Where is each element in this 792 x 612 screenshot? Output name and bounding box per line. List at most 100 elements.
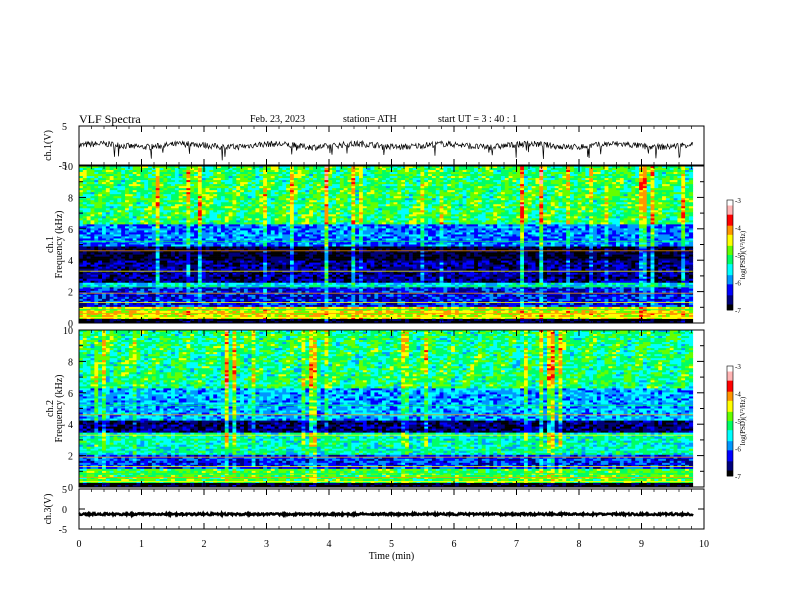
spectrogram-cell <box>681 224 686 227</box>
spectrogram-cell <box>600 196 605 199</box>
spectrogram-cell <box>573 186 579 189</box>
spectrogram-cell <box>194 190 199 193</box>
spectrogram-cell <box>289 208 295 211</box>
spectrogram-cell <box>531 196 536 199</box>
spectrogram-cell <box>447 222 452 225</box>
spectrogram-cell <box>320 188 325 191</box>
spectrogram-cell <box>236 182 241 185</box>
spectrogram-cell <box>573 198 579 201</box>
spectrogram-cell <box>546 186 552 189</box>
spectrogram-cell <box>673 200 678 203</box>
spectrogram-cell <box>585 172 590 175</box>
spectrogram-cell <box>585 184 590 187</box>
spectrogram-cell <box>685 168 690 171</box>
spectrogram-cell <box>259 184 264 187</box>
spectrogram-cell <box>550 204 556 207</box>
spectrogram-cell <box>420 218 425 221</box>
spectrogram-cell <box>401 200 406 203</box>
spectrogram-cell <box>366 178 371 181</box>
spectrogram-cell <box>562 190 567 193</box>
spectrogram-cell <box>566 168 571 171</box>
spectrogram-cell <box>581 200 586 203</box>
spectrogram-cell <box>401 166 406 169</box>
spectrogram-cell <box>236 172 241 175</box>
spectrogram-cell <box>508 182 513 185</box>
spectrogram-cell <box>673 166 678 169</box>
spectrogram-cell <box>324 226 329 229</box>
spectrogram-cell <box>224 222 229 225</box>
spectrogram-cell <box>328 186 333 189</box>
spectrogram-cell <box>186 196 191 199</box>
spectrogram-cell <box>639 196 644 199</box>
spectrogram-cell <box>489 222 494 225</box>
spectrogram-cell <box>416 166 421 169</box>
spectrogram-cell <box>677 180 682 183</box>
spectrogram-cell <box>639 192 644 195</box>
spectrogram-cell <box>178 206 183 209</box>
spectrogram-cell <box>328 184 333 187</box>
spectrogram-cell <box>673 174 678 177</box>
spectrogram-cell <box>347 208 352 211</box>
spectrogram-cell <box>270 182 275 185</box>
spectrogram-cell <box>282 186 287 189</box>
spectrogram-cell <box>309 222 314 225</box>
spectrogram-cell <box>543 186 548 189</box>
spectrogram-cell <box>477 216 483 219</box>
spectrogram-cell <box>585 194 590 197</box>
spectrogram-cell <box>639 208 644 211</box>
spectrogram-cell <box>332 204 337 207</box>
spectrogram-cell <box>493 188 498 191</box>
spectrogram-cell <box>266 200 272 203</box>
spectrogram-cell <box>232 182 237 185</box>
spectrogram-cell <box>374 180 379 183</box>
spectrogram-cell <box>631 210 636 213</box>
spectrogram-cell <box>132 186 137 189</box>
spectrogram-cell <box>366 194 371 197</box>
spectrogram-cell <box>82 226 88 229</box>
spectrogram-cell <box>389 210 394 213</box>
spectrogram-cell <box>639 224 644 227</box>
spectrogram-cell <box>297 208 302 211</box>
spectrogram-cell <box>297 174 302 177</box>
spectrogram-cell <box>293 190 298 193</box>
spectrogram-cell <box>190 180 195 183</box>
spectrogram-cell <box>171 190 176 193</box>
spectrogram-cell <box>305 188 310 191</box>
spectrogram-cell <box>408 174 414 177</box>
spectrogram-cell <box>539 184 544 187</box>
spectrogram-cell <box>220 172 226 175</box>
spectrogram-cell <box>508 222 513 225</box>
spectrogram-cell <box>635 212 640 215</box>
spectrogram-cell <box>351 220 356 223</box>
spectrogram-cell <box>589 182 594 185</box>
spectrogram-cell <box>236 186 241 189</box>
spectrogram-cell <box>320 214 325 217</box>
spectrogram-cell <box>293 222 298 225</box>
spectrogram-cell <box>662 204 667 207</box>
spectrogram-cell <box>132 198 137 201</box>
spectrogram-cell <box>217 166 222 169</box>
spectrogram-cell <box>593 198 598 201</box>
spectrogram-cell <box>596 170 602 173</box>
spectrogram-cell <box>431 196 437 199</box>
spectrogram-cell <box>148 182 153 185</box>
spectrogram-cell <box>163 192 168 195</box>
spectrogram-cell <box>508 176 513 179</box>
spectrogram-cell <box>155 178 160 181</box>
spectrogram-cell <box>508 206 513 209</box>
spectrogram-cell <box>531 176 536 179</box>
spectrogram-cell <box>654 172 659 175</box>
spectrogram-cell <box>458 178 463 181</box>
spectrogram-cell <box>401 204 406 207</box>
spectrogram-cell <box>646 188 651 191</box>
spectrogram-cell <box>316 198 322 201</box>
spectrogram-cell <box>669 172 674 175</box>
spectrogram-cell <box>109 200 114 203</box>
spectrogram-cell <box>401 218 406 221</box>
spectrogram-cell <box>508 168 513 171</box>
spectrogram-cell <box>236 224 241 227</box>
spectrogram-cell <box>416 186 421 189</box>
spectrogram-cell <box>305 204 310 207</box>
spectrogram-cell <box>217 192 222 195</box>
spectrogram-cell <box>673 184 678 187</box>
